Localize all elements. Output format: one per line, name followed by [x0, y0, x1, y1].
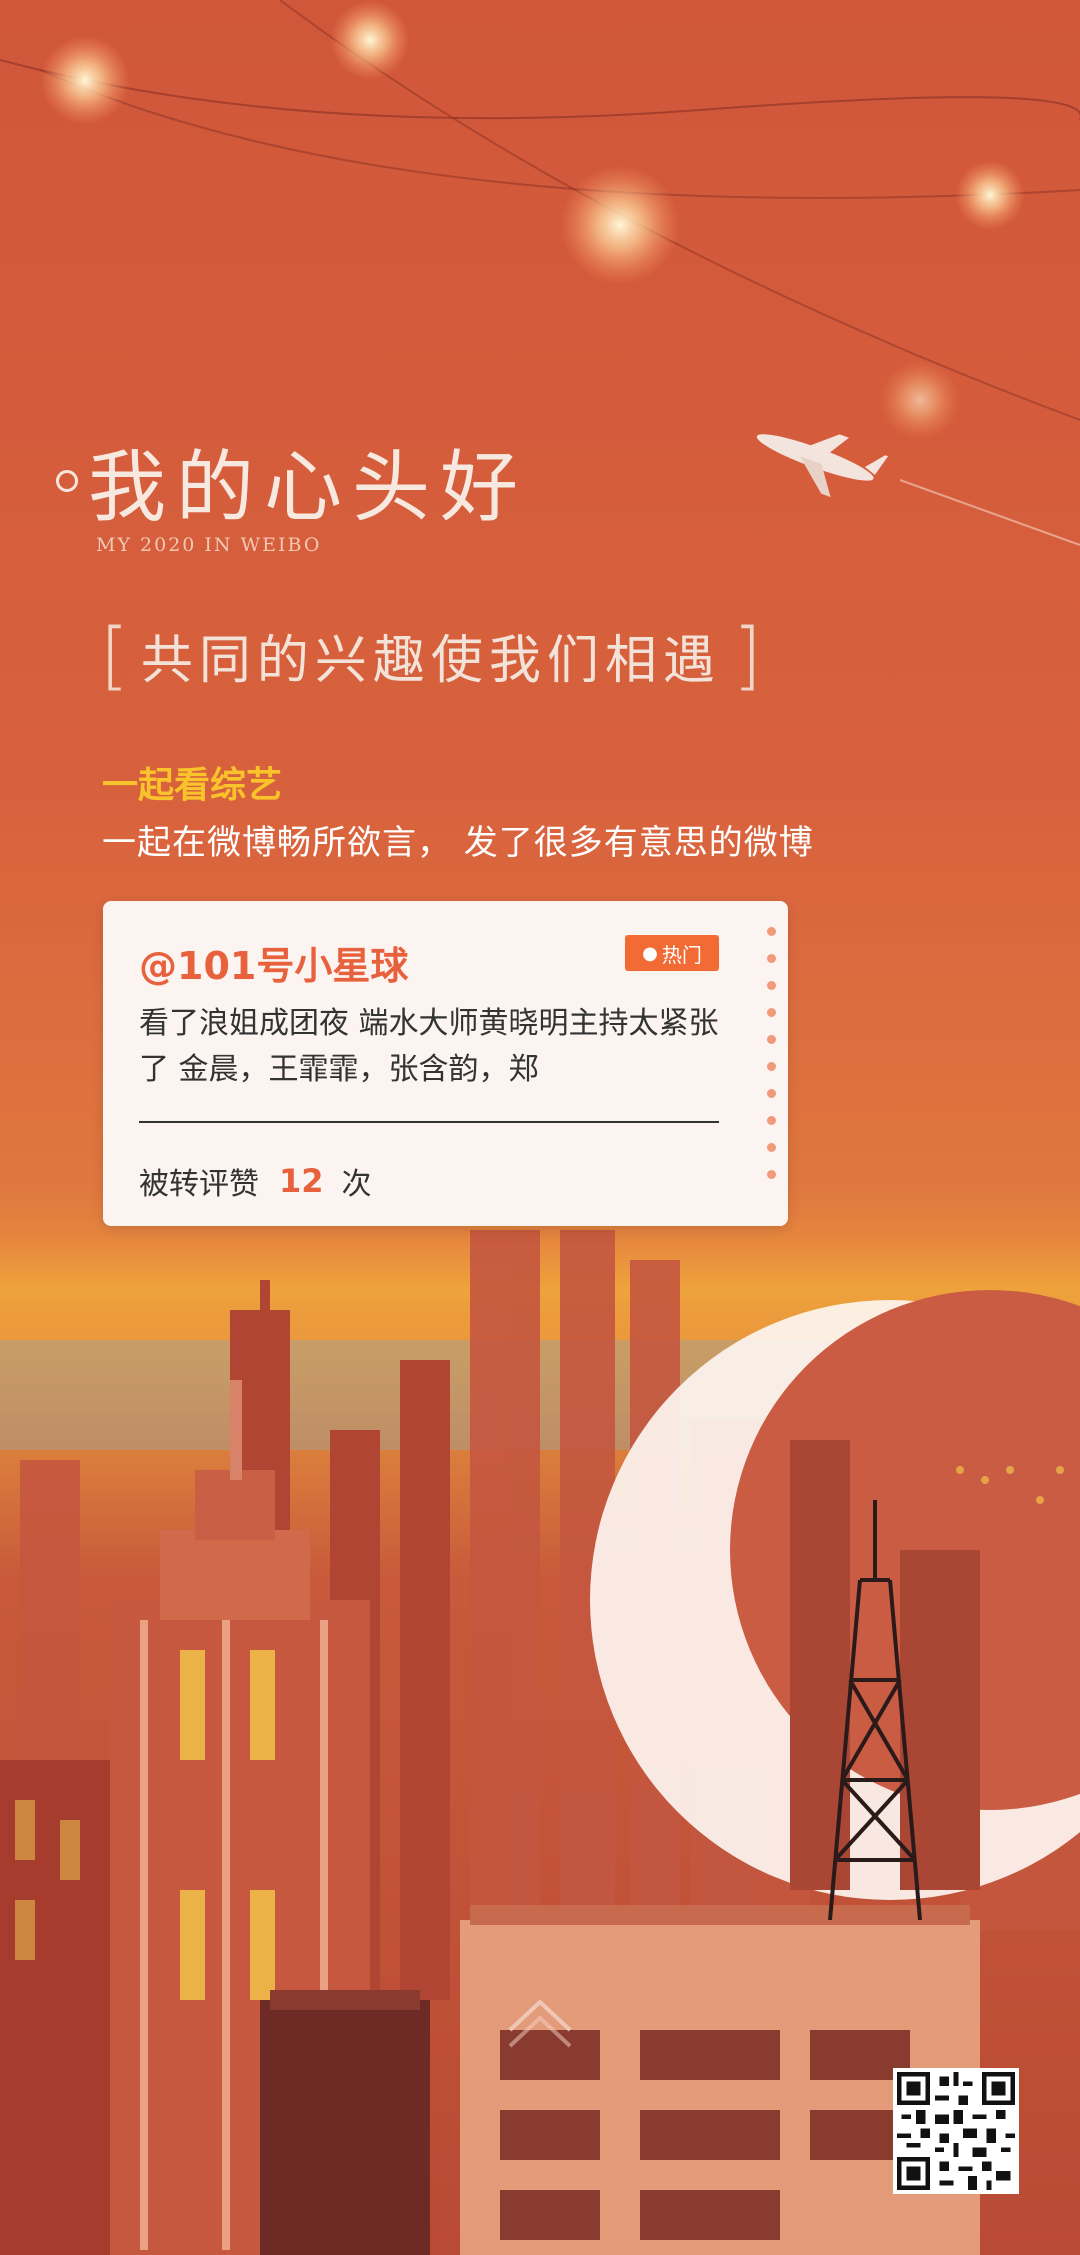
card-post-text: 看了浪姐成团夜 端水大师黄晓明主持太紧张了 金晨，王霏霏，张含韵，郑	[139, 1006, 719, 1087]
weibo-card[interactable]: @101号小星球 ● 热门 看了浪姐成团夜 端水大师黄晓明主持太紧张了 金晨，王…	[103, 901, 788, 1226]
bullet-dot-icon	[56, 470, 78, 492]
stats-unit: 次	[341, 1167, 372, 1202]
fire-icon: ●	[642, 942, 658, 964]
section-description: 一起在微博畅所欲言， 发了很多有意思的微博	[102, 823, 814, 863]
qr-code-icon	[893, 2068, 1019, 2194]
poster-title: 我的心头好	[88, 443, 529, 533]
slogan-bracket-close: ]	[732, 612, 762, 699]
slogan: [ 共同的兴趣使我们相遇 ]	[100, 618, 762, 693]
card-perforation	[767, 927, 776, 1179]
card-divider	[139, 1121, 719, 1123]
swipe-up-arrow-icon[interactable]	[500, 1992, 580, 2052]
slogan-bracket-open: [	[100, 612, 129, 699]
poster-title-row: 我的心头好	[56, 425, 528, 537]
section-title: 一起看综艺	[102, 765, 283, 806]
poster-subtitle-en: MY 2020 IN WEIBO	[96, 534, 322, 556]
hot-badge-label: 热门	[661, 942, 702, 967]
slogan-text: 共同的兴趣使我们相遇	[140, 631, 721, 691]
stats-count: 12	[279, 1162, 324, 1200]
stats-label: 被转评赞	[139, 1167, 259, 1202]
card-username[interactable]: @101号小星球	[139, 944, 409, 988]
hot-badge: ● 热门	[625, 935, 719, 971]
card-stats: 被转评赞 12 次	[139, 1159, 372, 1203]
